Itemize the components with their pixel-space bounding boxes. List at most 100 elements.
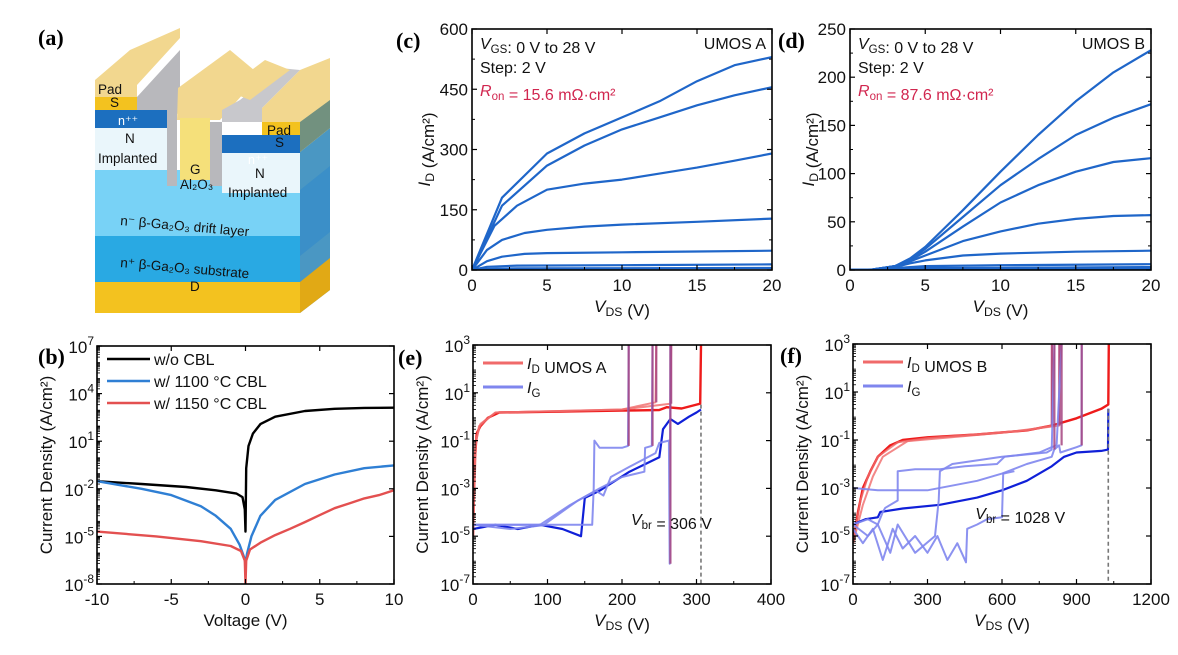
- label-implanted-right: Implanted: [228, 185, 287, 200]
- panel-label-b: (b): [38, 344, 65, 369]
- label-s-left: S: [110, 95, 119, 110]
- x-tick-label: 5: [542, 276, 551, 295]
- legend-label: w/o CBL: [153, 352, 215, 369]
- label-implanted-left: Implanted: [98, 151, 157, 166]
- pad-left: [95, 28, 180, 97]
- series-group: [853, 344, 1110, 564]
- y-tick-label: 150: [818, 116, 846, 135]
- y-tick-label: 10-1: [820, 428, 850, 451]
- y-tick-label: 103: [824, 332, 850, 355]
- oxide-right: [222, 68, 300, 122]
- series-line-6: [853, 344, 1063, 526]
- series-line-4: [472, 217, 772, 270]
- x-axis-label: VDS (V): [974, 611, 1030, 634]
- pad-middle: [225, 60, 290, 100]
- series-line-3: [97, 489, 394, 584]
- substrate-layer: [95, 236, 300, 282]
- x-tick-label: 300: [682, 590, 710, 609]
- x-tick-label: 900: [1062, 590, 1090, 609]
- y-tick-label: 200: [818, 68, 846, 87]
- device-schematic: [95, 28, 330, 313]
- x-tick-label: 1200: [1132, 590, 1170, 609]
- x-tick-label: -5: [164, 590, 179, 609]
- x-tick-label: -10: [85, 590, 110, 609]
- series-line-8: [853, 470, 1015, 564]
- trench-oxide-left: [167, 110, 177, 186]
- series-group: [97, 406, 394, 584]
- legend-label: IG: [527, 380, 540, 400]
- x-tick-label: 15: [688, 276, 707, 295]
- annotation-step: Step: 2 V: [858, 60, 924, 77]
- label-n-left: N: [125, 131, 135, 146]
- label-n-right: N: [255, 166, 265, 181]
- legend-label: w/ 1150 °C CBL: [153, 396, 267, 413]
- side-npp: [300, 100, 330, 152]
- panel-a: (a): [38, 25, 330, 313]
- y-tick-label: 10-5: [440, 524, 470, 547]
- series-line-5: [473, 345, 630, 530]
- x-tick-label: 20: [1142, 276, 1161, 295]
- y-tick-label: 10-1: [440, 429, 470, 452]
- vbr-label: Vbr = 306 V: [631, 512, 712, 533]
- y-tick-label: 101: [444, 381, 470, 404]
- x-tick-label: 0: [468, 590, 477, 609]
- series-line-7: [473, 345, 672, 565]
- panel-label-f: (f): [780, 343, 802, 368]
- annotation-device: UMOS B: [1082, 36, 1145, 53]
- x-tick-label: 10: [385, 590, 404, 609]
- x-tick-label: 0: [241, 590, 250, 609]
- drain-layer: [95, 282, 300, 313]
- y-tick-label: 50: [827, 213, 846, 232]
- x-tick-label: 10: [991, 276, 1010, 295]
- y-tick-label: 0: [837, 261, 846, 280]
- x-axis-label: VDS (V): [594, 297, 650, 320]
- label-npp-right: n⁺⁺: [248, 153, 268, 167]
- x-tick-label: 0: [848, 590, 857, 609]
- y-tick-label: 10-8: [64, 572, 94, 595]
- label-s-right: S: [275, 135, 284, 150]
- y-tick-label: 10-3: [820, 476, 850, 499]
- npp-right: [222, 135, 300, 153]
- panel-label-e: (e): [398, 345, 422, 370]
- label-gate: G: [190, 162, 201, 177]
- annotation-vgs: VGS: 0 V to 28 V: [480, 36, 596, 57]
- y-tick-label: 101: [824, 380, 850, 403]
- pad-right: [262, 58, 330, 122]
- y-tick-label: 10-7: [440, 572, 470, 595]
- panel-label-c: (c): [396, 28, 420, 53]
- x-axis-label: Voltage (V): [203, 611, 287, 630]
- chart-layer: (b) -10 -5 0 5 10 10-8 10-5 10-2 101 104 107 Voltage…: [37, 20, 1170, 634]
- x-tick-label: 400: [757, 590, 785, 609]
- source-left: [95, 97, 137, 110]
- series-group: [850, 49, 1151, 270]
- y-tick-label: 10-2: [64, 477, 94, 500]
- x-tick-label: 20: [763, 276, 782, 295]
- y-tick-label: 10-5: [64, 524, 94, 547]
- label-pad-left: Pad: [98, 82, 122, 97]
- plot-frame: [852, 343, 1152, 585]
- y-tick-label: 450: [440, 80, 468, 99]
- trench-oxide-right: [210, 122, 222, 186]
- panel-label-a: (a): [38, 25, 64, 50]
- device-side-drift: [300, 166, 330, 256]
- series-line-2: [472, 86, 772, 270]
- series-line-5: [853, 344, 1083, 492]
- source-right: [262, 122, 300, 135]
- label-oxide: Al₂O₃: [180, 177, 213, 192]
- annotation-ron: Ron = 87.6 mΩ·cm²: [858, 83, 994, 104]
- series-line-2: [850, 103, 1151, 270]
- x-tick-label: 0: [467, 276, 476, 295]
- series-group: [472, 56, 772, 270]
- annotation-step: Step: 2 V: [480, 60, 546, 77]
- y-tick-label: 107: [68, 334, 94, 357]
- y-tick-label: 101: [68, 429, 94, 452]
- y-tick-label: 600: [440, 20, 468, 39]
- series-line-1: [850, 49, 1151, 270]
- annotation-ron: Ron = 15.6 mΩ·cm²: [480, 83, 616, 104]
- series-line-3: [853, 344, 1061, 544]
- y-tick-label: 10-5: [820, 524, 850, 547]
- y-axis-label: Current Density (A/cm²): [793, 375, 812, 554]
- y-tick-label: 103: [444, 333, 470, 356]
